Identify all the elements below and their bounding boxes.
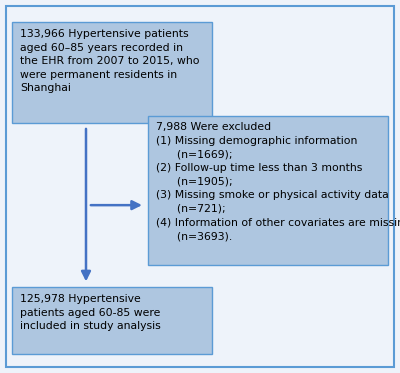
FancyBboxPatch shape	[12, 22, 212, 123]
Text: 125,978 Hypertensive
patients aged 60-85 were
included in study analysis: 125,978 Hypertensive patients aged 60-85…	[20, 294, 161, 331]
FancyBboxPatch shape	[6, 6, 394, 367]
FancyBboxPatch shape	[148, 116, 388, 265]
Text: 133,966 Hypertensive patients
aged 60–85 years recorded in
the EHR from 2007 to : 133,966 Hypertensive patients aged 60–85…	[20, 29, 200, 94]
FancyBboxPatch shape	[12, 287, 212, 354]
Text: 7,988 Were excluded
(1) Missing demographic information
      (n=1669);
(2) Foll: 7,988 Were excluded (1) Missing demograp…	[156, 122, 400, 241]
